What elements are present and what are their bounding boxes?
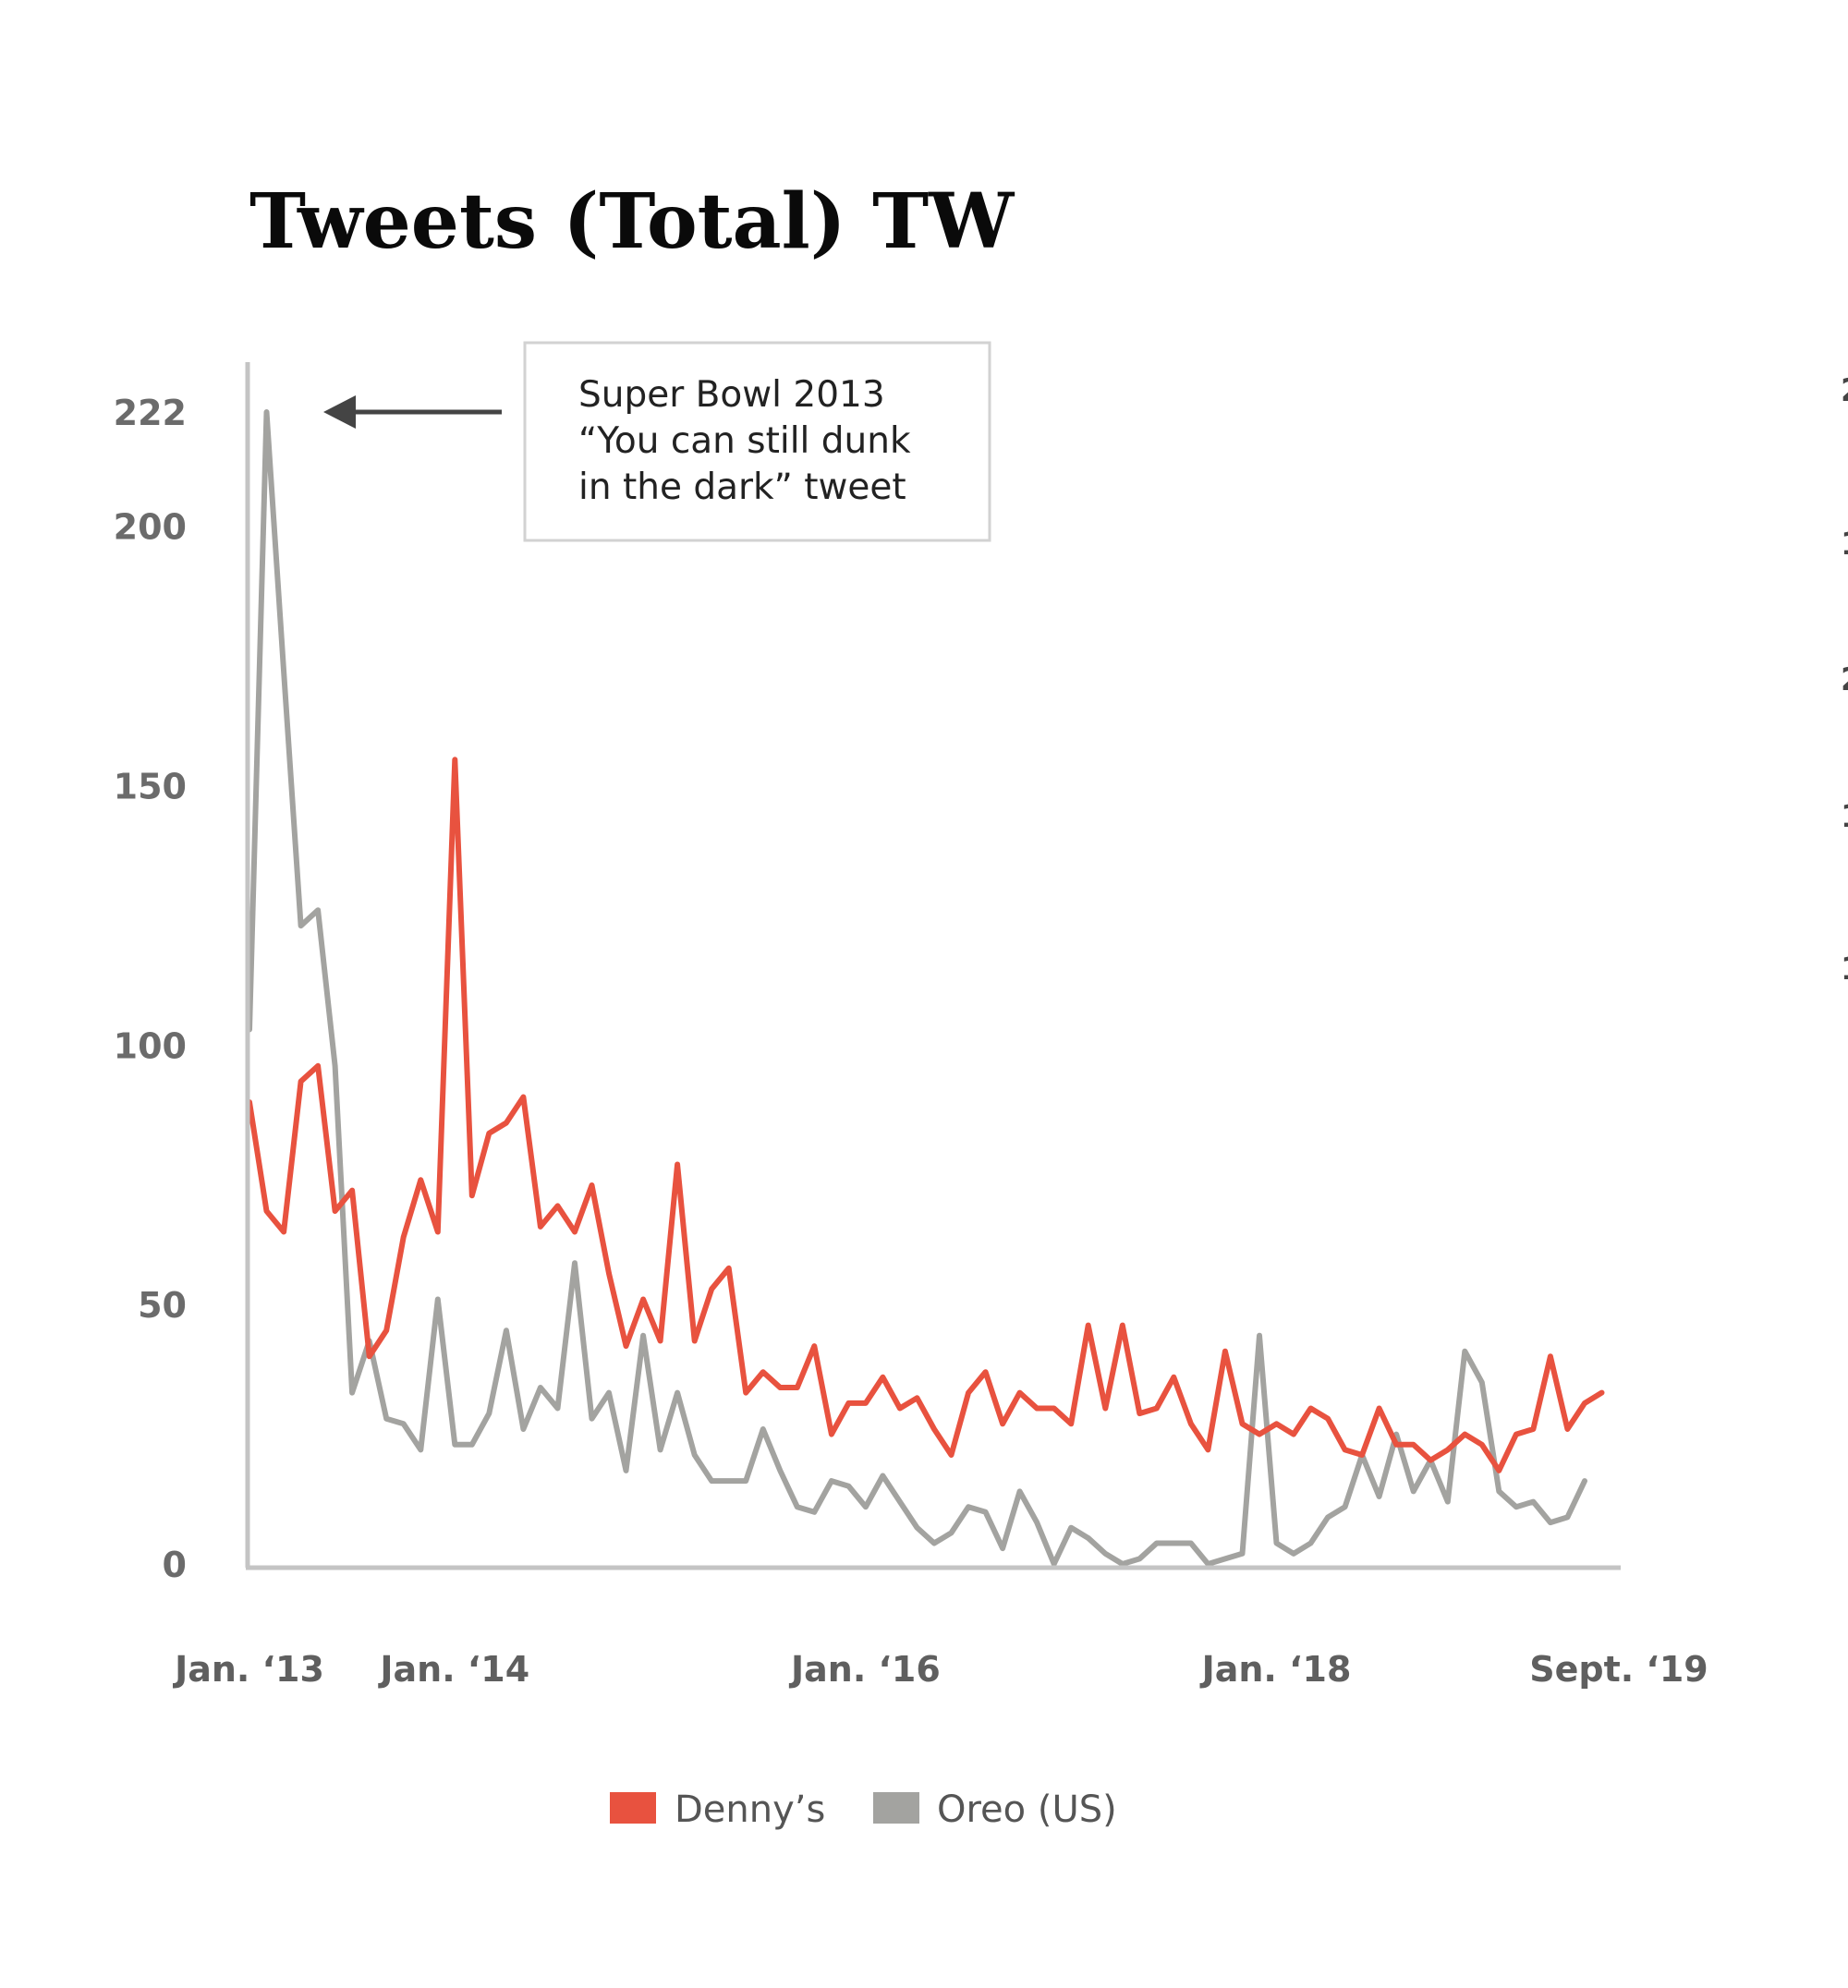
series-line-oreo — [247, 409, 1587, 1567]
x-tick-label-4: Sept. ‘19 — [1529, 1649, 1708, 1690]
y-tick-label-0: 0 — [163, 1545, 187, 1585]
edge-fragment-4: 1 — [1841, 951, 1848, 988]
x-tick-label-0: Jan. ‘13 — [172, 1649, 324, 1690]
y-axis-ticks: 0 50 100 150 200 222 — [114, 393, 187, 1585]
legend: Denny’s Oreo (US) — [610, 1788, 1117, 1831]
y-tick-label-100: 100 — [114, 1025, 187, 1066]
series-line-dennys — [247, 757, 1605, 1473]
axes — [245, 362, 1621, 1570]
edge-fragment-2: 2 — [1841, 661, 1848, 698]
annotation-arrow — [323, 395, 502, 429]
annotation-frame — [523, 341, 991, 542]
cropped-edge-labels: 2 1 2 1 1 — [1841, 372, 1848, 988]
arrow-head — [323, 395, 356, 429]
edge-fragment-0: 2 — [1841, 372, 1848, 409]
y-tick-label-222: 222 — [114, 393, 187, 433]
legend-label-dennys: Denny’s — [675, 1788, 825, 1831]
x-tick-label-2: Jan. ‘16 — [788, 1649, 941, 1690]
series-layer — [247, 409, 1605, 1567]
legend-swatch-dennys — [610, 1792, 656, 1824]
legend-swatch-oreo — [873, 1792, 919, 1824]
y-tick-label-150: 150 — [114, 766, 187, 806]
annotation-line-2: “You can still dunk — [578, 420, 911, 462]
edge-fragment-3: 1 — [1841, 798, 1848, 835]
edge-fragment-1: 1 — [1841, 526, 1848, 563]
chart-title: Tweets (Total) TW — [249, 177, 1015, 266]
x-tick-label-1: Jan. ‘14 — [377, 1649, 529, 1690]
x-axis-ticks: Jan. ‘13 Jan. ‘14 Jan. ‘16 Jan. ‘18 Sept. ‘1… — [172, 1649, 1708, 1690]
annotation-line-1: Super Bowl 2013 — [578, 374, 885, 416]
x-tick-label-3: Jan. ‘18 — [1199, 1649, 1352, 1690]
annotation-box: Super Bowl 2013 “You can still dunk in t… — [523, 341, 991, 542]
annotation-line-3: in the dark” tweet — [578, 467, 906, 508]
y-tick-label-50: 50 — [138, 1285, 187, 1326]
legend-label-oreo: Oreo (US) — [937, 1788, 1117, 1831]
y-tick-label-200: 200 — [114, 507, 187, 548]
